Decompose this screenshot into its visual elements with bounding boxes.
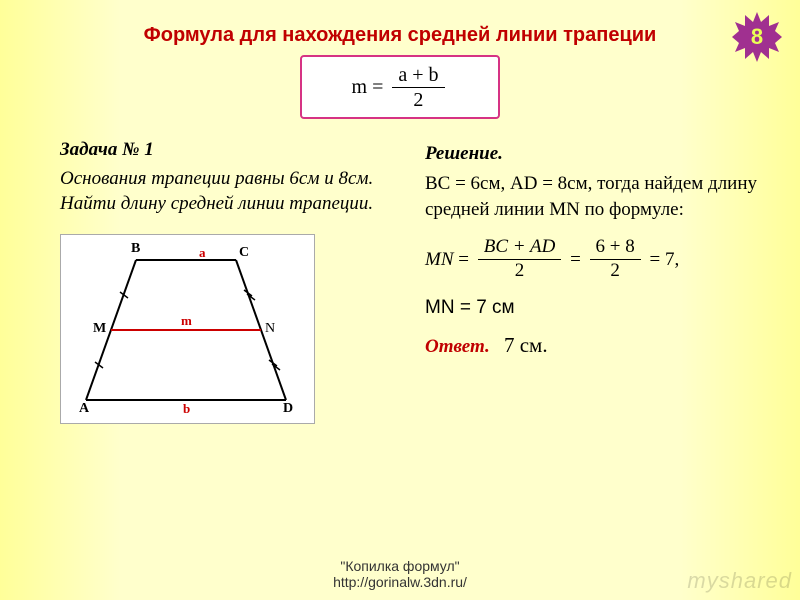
slide-number: 8 [751,24,763,50]
result-line: MN = 7 см [425,297,760,319]
fraction-1: BC + AD 2 [478,236,562,283]
main-formula-box: m = a + b 2 [300,55,500,119]
side-a: a [199,245,206,261]
vertex-d: D [283,401,293,417]
slide-number-badge: 8 [732,12,782,62]
solution-title: Решение. [425,143,760,165]
footer-line2: http://gorinalw.3dn.ru/ [333,574,467,590]
trapezoid-diagram: B C A D M N a m b [60,234,315,424]
answer-line: Ответ. 7 см. [425,333,760,358]
answer-value: 7 см. [504,333,548,357]
point-n: N [265,321,275,337]
vertex-c: C [239,245,249,261]
vertex-b: B [131,241,140,257]
solution-body: BC = 6см, AD = 8см, тогда найдем длину с… [425,171,760,222]
problem-column: Задача № 1 Основания трапеции равны 6см … [60,139,395,424]
point-m: M [93,321,106,337]
footer-line1: "Копилка формул" [340,558,459,574]
footer: "Копилка формул" http://gorinalw.3dn.ru/ [0,558,800,590]
answer-word: Ответ. [425,336,490,357]
midline-m: m [181,313,192,329]
formula-lhs: m = [352,76,389,99]
problem-body: Основания трапеции равны 6см и 8см. Найт… [60,167,395,216]
side-b: b [183,401,190,417]
fraction-2: 6 + 8 2 [590,236,641,283]
problem-label: Задача № 1 [60,139,395,161]
formula-fraction: a + b 2 [392,63,444,112]
solution-column: Решение. BC = 6см, AD = 8см, тогда найде… [425,139,760,424]
mn-formula: MN = BC + AD 2 = 6 + 8 2 = 7, [425,236,760,283]
watermark: myshared [687,568,792,594]
page-title: Формула для нахождения средней линии тра… [0,0,800,47]
vertex-a: A [79,401,89,417]
